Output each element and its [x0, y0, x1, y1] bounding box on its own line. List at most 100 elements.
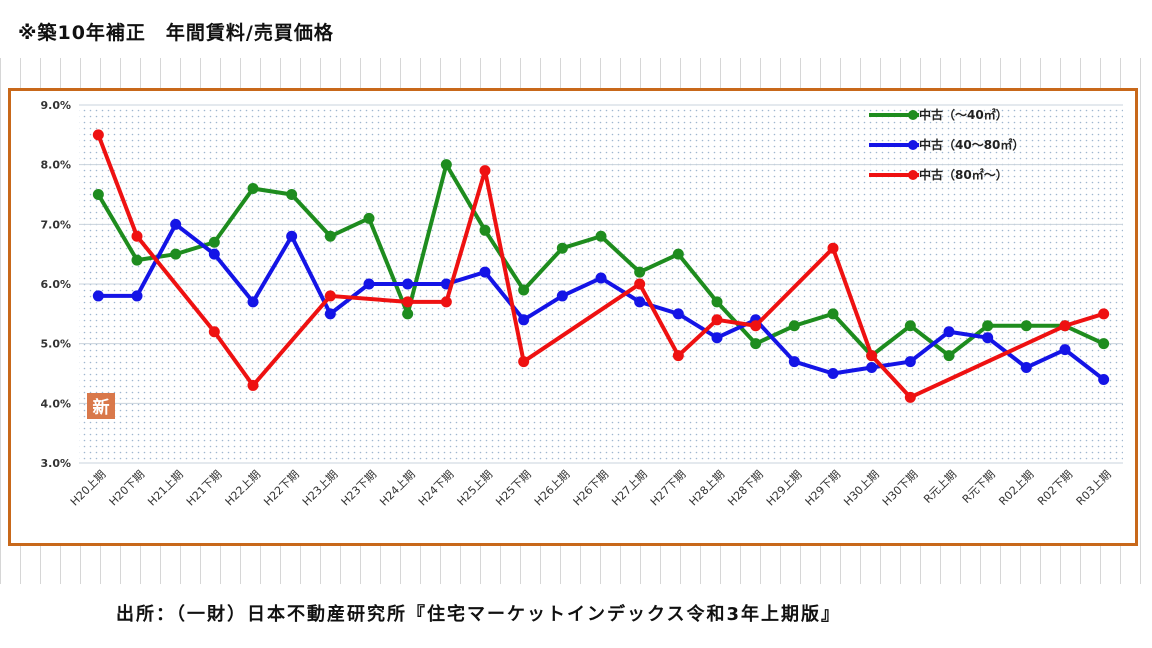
data-point: [982, 332, 994, 344]
data-point: [1020, 362, 1032, 374]
data-point: [518, 314, 530, 326]
data-point: [788, 356, 800, 368]
data-point: [170, 248, 182, 260]
x-tick-label: H21下期: [184, 468, 225, 509]
series-2: [92, 218, 1110, 385]
x-tick-label: R元下期: [960, 468, 998, 506]
data-point: [208, 248, 220, 260]
x-tick-label: H20下期: [107, 468, 148, 509]
data-point: [170, 218, 182, 230]
data-point: [247, 183, 259, 195]
data-point: [402, 278, 414, 290]
data-point: [943, 350, 955, 362]
new-badge: 新: [87, 393, 115, 419]
x-tick-label: H27上期: [609, 468, 650, 509]
data-point: [1059, 344, 1071, 356]
data-point: [402, 296, 414, 308]
data-point: [904, 356, 916, 368]
data-point: [595, 272, 607, 284]
data-point: [982, 320, 994, 332]
x-tick-label: H27下期: [648, 468, 689, 509]
x-tick-label: H24上期: [377, 468, 418, 509]
series-group: [92, 129, 1110, 403]
data-point: [92, 189, 104, 200]
data-point: [518, 356, 530, 368]
data-point: [1059, 320, 1071, 332]
data-point: [750, 320, 762, 332]
x-tick-label: H22上期: [223, 468, 264, 509]
data-point: [750, 338, 762, 350]
x-tick-label: H29下期: [803, 468, 844, 509]
data-point: [479, 224, 491, 236]
data-point: [402, 308, 414, 320]
data-point: [440, 296, 452, 308]
data-point: [208, 326, 220, 338]
data-point: [556, 242, 568, 254]
x-tick-label: H28下期: [725, 468, 766, 509]
data-point: [247, 379, 259, 391]
chart-frame: 3.0% 4.0% 5.0% 6.0% 7.0% 8.0% 9.0% H20上期 H20下期 H…: [8, 88, 1138, 546]
y-tick-label: 7.0%: [40, 218, 71, 231]
line-chart: 3.0%4.0%5.0%6.0%7.0%8.0%9.0% H20上期H20下期H…: [40, 99, 1123, 509]
data-point: [324, 230, 336, 242]
x-tick-label: H26上期: [532, 468, 573, 509]
gridlines: [79, 104, 1123, 464]
data-point: [479, 266, 491, 278]
y-tick-label: 4.0%: [40, 397, 71, 410]
data-point: [324, 290, 336, 302]
legend-marker: [908, 140, 918, 150]
legend: 中古（～40㎡） 中古（40～80㎡） 中古（80㎡～）: [869, 107, 1024, 182]
x-tick-label: R03上期: [1074, 468, 1114, 508]
data-point: [440, 159, 452, 171]
y-tick-label: 6.0%: [40, 278, 71, 291]
legend-label: 中古（80㎡～）: [919, 167, 1008, 182]
x-tick-label: H23上期: [300, 468, 341, 509]
data-point: [595, 230, 607, 242]
data-point: [827, 242, 839, 254]
data-point: [556, 290, 568, 302]
data-point: [131, 230, 143, 242]
data-point: [672, 308, 684, 320]
x-tick-label: H22下期: [261, 468, 302, 509]
y-tick-label: 8.0%: [40, 159, 71, 172]
x-tick-label: H30上期: [841, 468, 882, 509]
x-tick-label: H28上期: [687, 468, 728, 509]
x-tick-label: R02上期: [996, 468, 1036, 508]
series-3: [92, 129, 1110, 403]
legend-label: 中古（40～80㎡）: [919, 137, 1024, 152]
data-point: [711, 296, 723, 308]
data-point: [92, 290, 104, 302]
data-point: [92, 129, 104, 141]
data-point: [324, 308, 336, 320]
data-point: [634, 266, 646, 278]
data-point: [286, 189, 298, 200]
legend-label: 中古（～40㎡）: [919, 107, 1008, 122]
series-1: [92, 159, 1110, 362]
x-tick-label: H21上期: [145, 468, 186, 509]
y-tick-label: 9.0%: [40, 99, 71, 112]
x-tick-label: H24下期: [416, 468, 457, 509]
data-point: [711, 332, 723, 344]
y-tick-label: 5.0%: [40, 338, 71, 351]
x-tick-label: R元上期: [921, 468, 959, 506]
data-point: [634, 278, 646, 290]
data-point: [904, 391, 916, 403]
data-point: [247, 296, 259, 308]
new-badge-text: 新: [93, 397, 110, 418]
data-point: [672, 350, 684, 362]
data-point: [518, 284, 530, 296]
series-line: [96, 134, 1105, 400]
x-tick-label: H29上期: [764, 468, 805, 509]
data-point: [711, 314, 723, 326]
x-axis-ticks: H20上期H20下期H21上期H21下期H22上期H22下期H23上期H23下期…: [68, 468, 1114, 509]
y-axis-ticks: 3.0% 4.0% 5.0% 6.0% 7.0% 8.0% 9.0%: [40, 99, 71, 470]
legend-marker: [908, 110, 918, 120]
sheet-title: ※築10年補正 年間賃料/売買価格: [14, 18, 338, 45]
data-point: [943, 326, 955, 338]
legend-item: 中古（80㎡～）: [869, 167, 1008, 182]
x-tick-label: H25下期: [493, 468, 534, 509]
x-tick-label: H23下期: [339, 468, 380, 509]
legend-item: 中古（40～80㎡）: [869, 137, 1024, 152]
data-point: [866, 362, 878, 374]
data-point: [208, 236, 220, 248]
